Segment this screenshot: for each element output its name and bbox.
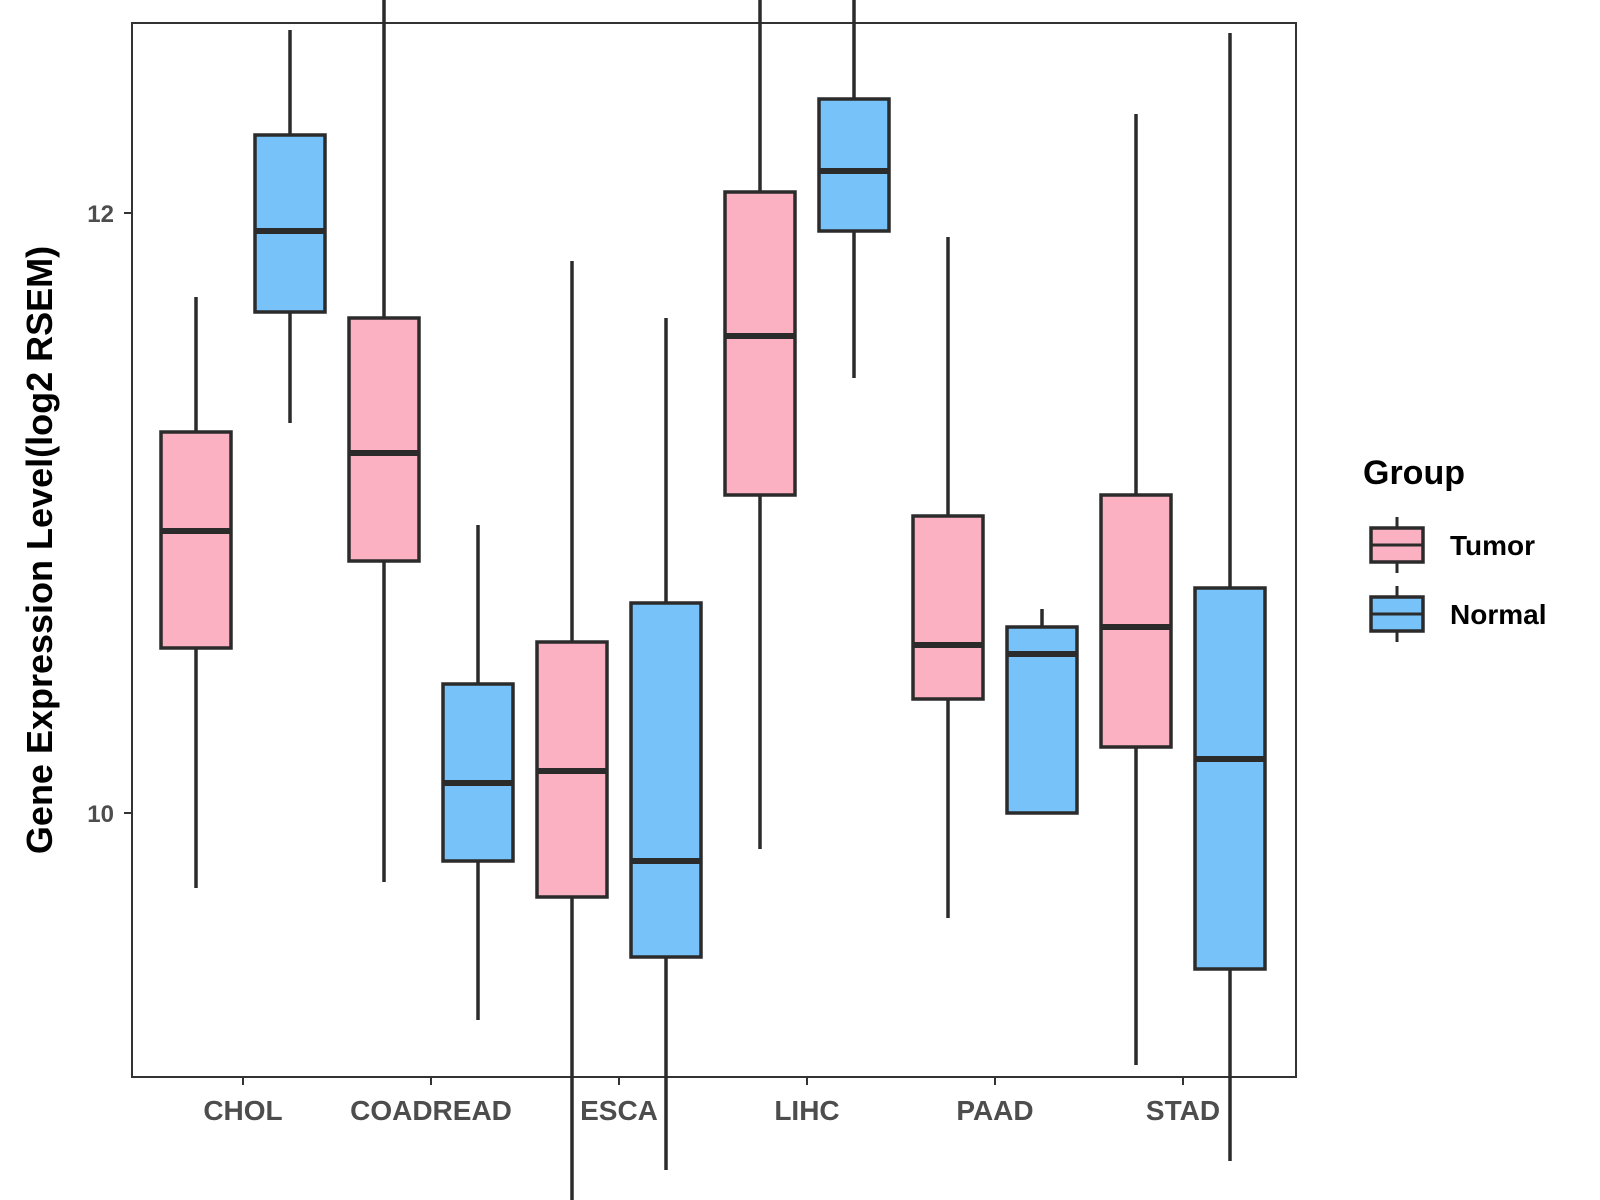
legend: Group Tumor Normal [1363, 454, 1546, 642]
y-axis: 101214 [87, 201, 132, 828]
x-axis: CHOL COADREAD ESCA LIHC PAAD STAD [203, 1077, 1220, 1126]
normal-lihc-box [817, 97, 891, 233]
x-tick-label: COADREAD [350, 1095, 512, 1126]
x-tick-label: PAAD [956, 1095, 1033, 1126]
box-series [159, 0, 1267, 1200]
normal-chol-box [253, 133, 327, 314]
normal-coadread-box [441, 682, 515, 863]
legend-label-normal: Normal [1450, 599, 1546, 630]
x-tick-label: CHOL [203, 1095, 282, 1126]
x-tick-label: ESCA [580, 1095, 658, 1126]
normal-paad-box [1005, 625, 1079, 815]
tumor-chol-box [159, 430, 233, 650]
tumor-lihc-box [723, 190, 797, 497]
tumor-paad-box [911, 514, 985, 701]
legend-label-tumor: Tumor [1450, 530, 1535, 561]
tumor-stad-box [1099, 493, 1173, 749]
x-tick-label: STAD [1146, 1095, 1220, 1126]
x-tick-label: LIHC [774, 1095, 839, 1126]
tumor-coadread-box [347, 316, 421, 563]
normal-esca-box [629, 601, 703, 959]
legend-title: Group [1363, 454, 1465, 492]
y-tick-label: 12 [87, 201, 114, 228]
y-tick-label: 10 [87, 801, 114, 828]
y-axis-title: Gene Expression Level(log2 RSEM) [19, 246, 60, 854]
normal-stad-box [1193, 586, 1267, 971]
